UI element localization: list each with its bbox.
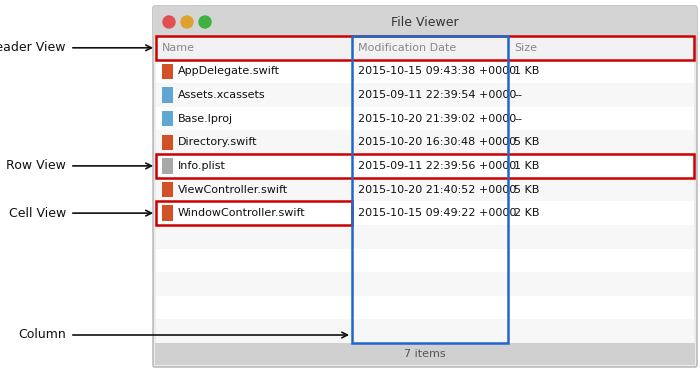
Circle shape bbox=[181, 16, 193, 28]
Bar bbox=[162, 135, 173, 150]
Text: Row View: Row View bbox=[6, 159, 66, 172]
Text: Name: Name bbox=[162, 43, 195, 53]
Text: Column: Column bbox=[18, 328, 66, 342]
Text: Header View: Header View bbox=[0, 41, 66, 54]
Bar bbox=[156, 296, 694, 319]
Text: ViewController.swift: ViewController.swift bbox=[178, 184, 288, 195]
Bar bbox=[156, 130, 694, 154]
Text: 2 KB: 2 KB bbox=[514, 208, 540, 218]
Text: Modification Date: Modification Date bbox=[358, 43, 456, 53]
Bar bbox=[156, 319, 694, 343]
Bar bbox=[156, 83, 694, 107]
Bar bbox=[162, 111, 173, 126]
Circle shape bbox=[199, 16, 211, 28]
Bar bbox=[162, 64, 173, 79]
Text: 5 KB: 5 KB bbox=[514, 137, 540, 147]
Text: WindowController.swift: WindowController.swift bbox=[178, 208, 306, 218]
Bar bbox=[155, 343, 695, 365]
Text: Directory.swift: Directory.swift bbox=[178, 137, 258, 147]
Text: --: -- bbox=[514, 90, 522, 100]
Bar bbox=[156, 201, 352, 225]
Text: Assets.xcassets: Assets.xcassets bbox=[178, 90, 265, 100]
Text: 2015-10-20 21:40:52 +0000: 2015-10-20 21:40:52 +0000 bbox=[358, 184, 517, 195]
Text: File Viewer: File Viewer bbox=[391, 15, 458, 29]
Bar bbox=[156, 36, 694, 60]
Bar bbox=[162, 182, 173, 197]
Bar bbox=[156, 154, 694, 178]
Bar bbox=[156, 154, 694, 178]
Bar bbox=[162, 87, 173, 103]
Bar bbox=[162, 205, 173, 221]
Text: --: -- bbox=[514, 113, 522, 124]
Circle shape bbox=[163, 16, 175, 28]
Bar bbox=[156, 248, 694, 272]
Text: 2015-10-15 09:49:22 +0000: 2015-10-15 09:49:22 +0000 bbox=[358, 208, 517, 218]
FancyBboxPatch shape bbox=[153, 6, 697, 367]
Text: AppDelegate.swift: AppDelegate.swift bbox=[178, 66, 280, 77]
Text: 1 KB: 1 KB bbox=[514, 161, 540, 171]
Bar bbox=[156, 272, 694, 296]
Text: 1 KB: 1 KB bbox=[514, 66, 540, 77]
Text: 2015-10-15 09:43:38 +0000: 2015-10-15 09:43:38 +0000 bbox=[358, 66, 516, 77]
Bar bbox=[156, 36, 694, 60]
Text: Cell View: Cell View bbox=[8, 207, 66, 220]
Bar bbox=[156, 178, 694, 201]
Text: 2015-10-20 16:30:48 +0000: 2015-10-20 16:30:48 +0000 bbox=[358, 137, 516, 147]
FancyBboxPatch shape bbox=[153, 6, 697, 38]
Text: 2015-09-11 22:39:54 +0000: 2015-09-11 22:39:54 +0000 bbox=[358, 90, 517, 100]
Text: 2015-10-20 21:39:02 +0000: 2015-10-20 21:39:02 +0000 bbox=[358, 113, 517, 124]
Text: Size: Size bbox=[514, 43, 537, 53]
Bar bbox=[156, 60, 694, 83]
Text: 2015-09-11 22:39:56 +0000: 2015-09-11 22:39:56 +0000 bbox=[358, 161, 517, 171]
Text: Base.lproj: Base.lproj bbox=[178, 113, 233, 124]
Bar bbox=[156, 107, 694, 130]
Text: 7 items: 7 items bbox=[404, 349, 446, 359]
Bar bbox=[156, 225, 694, 248]
Text: Info.plist: Info.plist bbox=[178, 161, 226, 171]
Text: 5 KB: 5 KB bbox=[514, 184, 540, 195]
Bar bbox=[352, 36, 508, 343]
Bar bbox=[162, 158, 173, 173]
Bar bbox=[156, 201, 694, 225]
